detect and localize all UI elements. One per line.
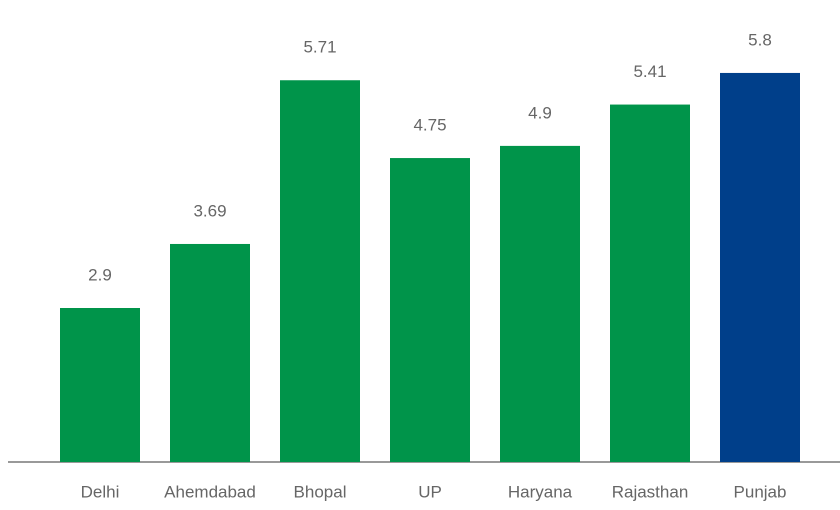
value-label: 3.69: [193, 201, 226, 220]
x-tick-label: Haryana: [508, 482, 573, 501]
value-label: 5.41: [633, 62, 666, 81]
value-label: 4.9: [528, 103, 552, 122]
x-tick-label: Delhi: [81, 482, 120, 501]
value-label: 4.75: [413, 116, 446, 135]
value-label: 2.9: [88, 265, 112, 284]
bar: [390, 158, 470, 463]
bar: [500, 145, 580, 463]
bar: [60, 308, 140, 462]
bar: [720, 72, 800, 463]
x-tick-label: Rajasthan: [612, 482, 689, 501]
bar: [170, 243, 250, 462]
bar: [610, 104, 690, 462]
x-tick-label: Bhopal: [294, 482, 347, 501]
x-tick-label: UP: [418, 482, 442, 501]
value-label: 5.8: [748, 30, 772, 49]
x-tick-label: Ahemdabad: [164, 482, 256, 501]
bar: [280, 80, 360, 463]
x-tick-label: Punjab: [734, 482, 787, 501]
value-label: 5.71: [303, 38, 336, 57]
